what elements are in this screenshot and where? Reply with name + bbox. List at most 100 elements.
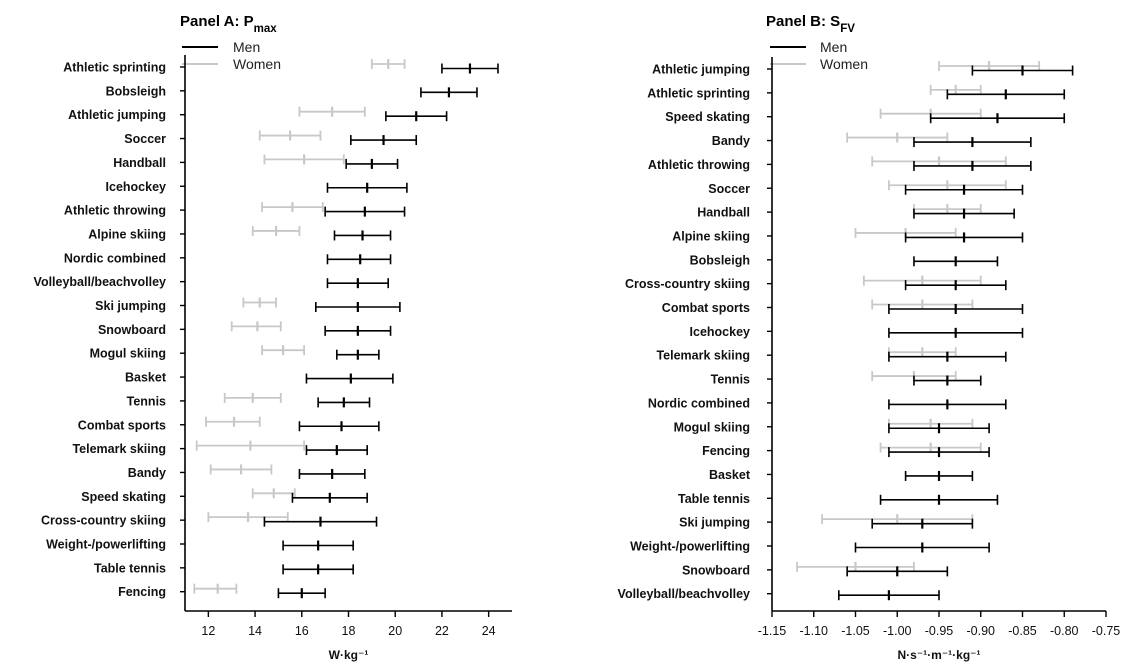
errorbar-women (938, 61, 1041, 71)
errorbar-women (298, 106, 366, 117)
errorbar-women (821, 514, 974, 525)
errorbar-men (904, 232, 1024, 243)
category-label: Icehockey (106, 180, 167, 194)
errorbar-men (282, 540, 354, 551)
errorbar-men (913, 137, 1032, 148)
panel-title-main: Panel B: S (766, 13, 840, 30)
errorbar-men (326, 254, 392, 265)
x-tick-label: 16 (295, 624, 309, 638)
errorbar-women (888, 418, 974, 429)
category-label: Fencing (702, 444, 750, 458)
category-label: Bandy (128, 466, 166, 480)
errorbar-men (324, 325, 392, 336)
errorbar-men (336, 349, 380, 360)
errorbar-men (317, 397, 371, 408)
errorbar-men (298, 421, 380, 432)
panel-title-main: Panel A: P (180, 13, 254, 30)
legend-label-women: Women (820, 56, 868, 72)
errorbar-women (242, 297, 277, 308)
category-label: Telemark skiing (72, 442, 166, 456)
errorbar-men (350, 135, 418, 146)
x-axis-label: W·kg⁻¹ (329, 648, 369, 662)
category-label: Snowboard (98, 323, 166, 337)
category-label: Bandy (712, 134, 750, 148)
category-label: Table tennis (94, 561, 166, 575)
category-label: Mogul skiing (674, 420, 750, 434)
category-label: Weight-/powerlifting (630, 540, 750, 554)
category-label: Mogul skiing (90, 347, 166, 361)
errorbar-women (261, 202, 324, 213)
category-label: Handball (697, 206, 750, 220)
errorbar-men (888, 423, 990, 434)
errorbar-women (879, 442, 982, 453)
category-label: Tennis (711, 373, 750, 387)
x-tick-label: 12 (201, 624, 215, 638)
category-label: Athletic jumping (652, 63, 750, 77)
x-tick-label: -0.85 (1008, 624, 1037, 638)
errorbar-men (282, 564, 354, 575)
category-label: Snowboard (682, 563, 750, 577)
errorbar-men (298, 468, 366, 479)
category-label: Soccer (708, 182, 750, 196)
category-label: Alpine skiing (88, 227, 166, 241)
errorbar-women (871, 156, 1007, 167)
panel-title: Panel B: SFV (766, 13, 855, 35)
category-label: Ski jumping (679, 516, 750, 530)
category-label: Basket (709, 468, 751, 482)
category-label: Athletic throwing (648, 158, 750, 172)
errorbar-men (345, 158, 399, 169)
errorbar-women (263, 154, 345, 165)
errorbar-men (888, 447, 990, 458)
category-label: Bobsleigh (106, 84, 166, 98)
legend-label-men: Men (233, 39, 260, 55)
x-tick-label: 14 (248, 624, 262, 638)
errorbar-women (796, 561, 915, 572)
panel-title-subscript: max (254, 23, 278, 35)
category-label: Cross-country skiing (41, 514, 166, 528)
x-tick-label: -0.75 (1092, 624, 1121, 638)
errorbar-women (888, 347, 957, 358)
errorbar-men (420, 87, 478, 98)
errorbar-men (871, 518, 974, 529)
errorbar-men (946, 89, 1066, 100)
category-label: Speed skating (81, 490, 166, 504)
errorbar-men (305, 445, 368, 456)
x-tick-label: -0.80 (1050, 624, 1079, 638)
category-label: Volleyball/beachvolley (618, 587, 751, 601)
category-label: Bobsleigh (690, 253, 750, 267)
errorbar-men (929, 113, 1066, 124)
category-label: Fencing (118, 585, 166, 599)
legend-label-men: Men (820, 39, 847, 55)
errorbar-men (913, 256, 999, 267)
x-tick-label: 18 (342, 624, 356, 638)
category-label: Nordic combined (64, 251, 166, 265)
errorbar-men (904, 280, 1007, 291)
errorbar-men (385, 111, 448, 122)
errorbar-men (291, 492, 368, 503)
errorbar-men (837, 590, 940, 601)
legend-label-women: Women (233, 56, 281, 72)
category-label: Athletic jumping (68, 108, 166, 122)
category-label: Athletic throwing (64, 204, 166, 218)
x-tick-label: -0.90 (967, 624, 996, 638)
errorbar-women (209, 464, 273, 475)
panel-title-subscript: FV (840, 23, 855, 35)
category-label: Athletic sprinting (647, 86, 750, 100)
x-tick-label: 22 (435, 624, 449, 638)
category-label: Table tennis (678, 492, 750, 506)
errorbar-women (223, 392, 282, 403)
x-tick-label: -1.05 (841, 624, 870, 638)
errorbar-women (207, 512, 289, 523)
errorbar-men (277, 588, 326, 599)
errorbar-men (879, 494, 999, 505)
errorbar-women (370, 59, 406, 69)
x-tick-label: -1.15 (758, 624, 787, 638)
errorbar-men (913, 375, 982, 386)
errorbar-men (314, 302, 401, 312)
errorbar-women (251, 225, 301, 236)
category-label: Weight-/powerlifting (46, 538, 166, 552)
category-label: Ski jumping (95, 299, 166, 313)
